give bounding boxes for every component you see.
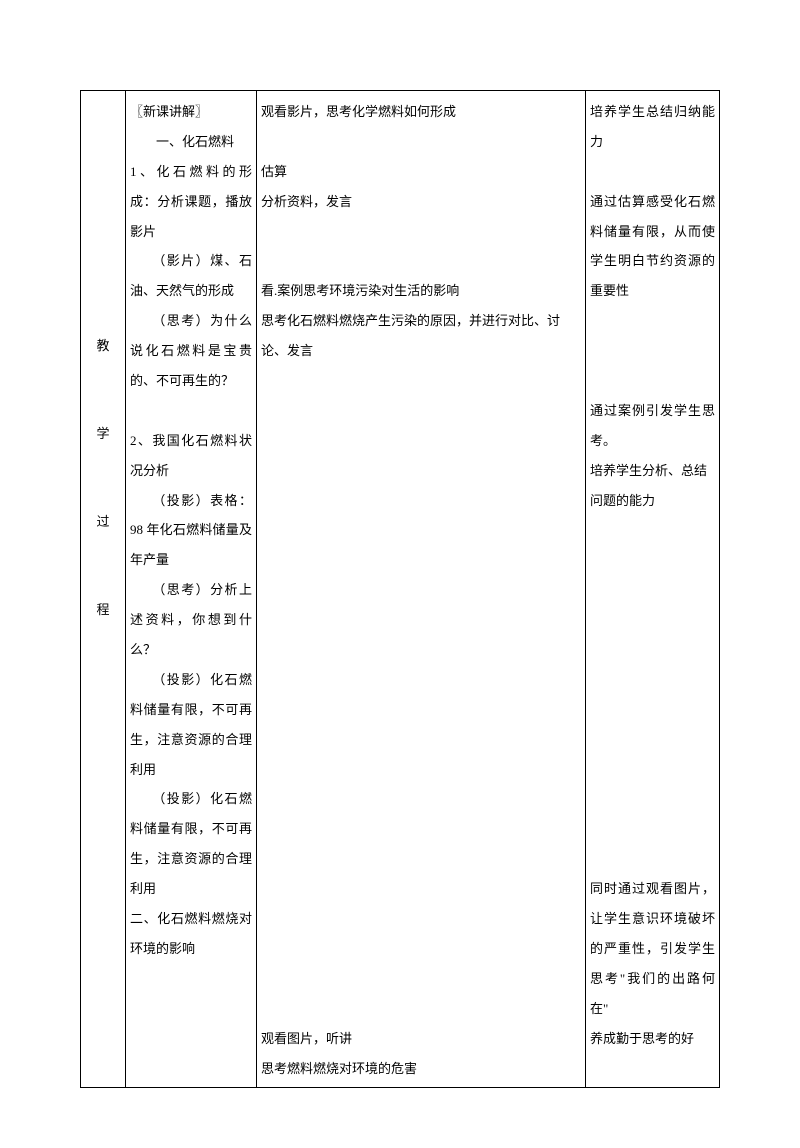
text-line — [590, 515, 715, 545]
text-line — [590, 366, 715, 396]
text-line — [590, 545, 715, 575]
text-line: 培养学生分析、总结 — [590, 456, 715, 486]
text-line — [590, 157, 715, 187]
text-line — [261, 605, 581, 635]
vchar: 教 — [85, 331, 121, 361]
text-line — [261, 964, 581, 994]
vertical-header-cell: 教 学 过 程 — [81, 91, 126, 1088]
text-line: 观看图片，听讲 — [261, 1024, 581, 1054]
text-line: 思考燃料燃烧对环境的危害 — [261, 1054, 581, 1084]
text-line: 通过案例引发学生思考。 — [590, 396, 715, 456]
text-line: 培养学生总结归纳能力 — [590, 97, 715, 157]
text-line: （投影）化石燃料储量有限，不可再生，注意资源的合理利用 — [130, 665, 252, 785]
text-line — [261, 366, 581, 396]
text-line: 养成勤于思考的好 — [590, 1024, 715, 1054]
text-line — [261, 994, 581, 1024]
text-line — [261, 127, 581, 157]
text-line — [261, 635, 581, 665]
text-line — [590, 755, 715, 785]
text-line — [261, 426, 581, 456]
text-line: 通过估算感受化石燃料储量有限，从而使学生明白节约资源的重要性 — [590, 187, 715, 307]
text-line: （思考）分析上述资料，你想到什么？ — [130, 575, 252, 665]
text-line — [261, 486, 581, 516]
text-line — [261, 665, 581, 695]
text-line: 同时通过观看图片，让学生意识环境破坏的严重性，引发学生思考"我们的出路何在" — [590, 874, 715, 1023]
document-page: 教 学 过 程 〖新课讲解〗 一、化石燃料 1、化石燃料的形成：分析课题，播放影… — [0, 0, 800, 1148]
text-line — [590, 605, 715, 635]
text-line: 观看影片，思考化学燃料如何形成 — [261, 97, 581, 127]
text-line — [261, 456, 581, 486]
text-line — [261, 844, 581, 874]
text-line — [261, 246, 581, 276]
text-line — [261, 904, 581, 934]
text-line — [590, 844, 715, 874]
text-line — [261, 695, 581, 725]
text-line — [590, 635, 715, 665]
text-line — [590, 784, 715, 814]
text-line: 二、化石燃料燃烧对环境的影响 — [130, 904, 252, 964]
text-line: 分析资料，发言 — [261, 187, 581, 217]
text-line: 思考化石燃料燃烧产生污染的原因，并进行对比、讨论、发言 — [261, 306, 581, 366]
text-line: 问题的能力 — [590, 486, 715, 516]
text-line: （影片）煤、石油、天然气的形成 — [130, 246, 252, 306]
text-line: 1、化石燃料的形成：分析课题，播放影片 — [130, 157, 252, 247]
text-line: （投影）化石燃料储量有限，不可再生，注意资源的合理利用 — [130, 784, 252, 904]
text-line — [590, 725, 715, 755]
vchar: 程 — [85, 595, 121, 625]
teacher-activity-cell: 〖新课讲解〗 一、化石燃料 1、化石燃料的形成：分析课题，播放影片 （影片）煤、… — [126, 91, 257, 1088]
text-line — [261, 784, 581, 814]
text-line — [590, 695, 715, 725]
text-line — [261, 755, 581, 785]
text-line — [590, 665, 715, 695]
lesson-plan-table: 教 学 过 程 〖新课讲解〗 一、化石燃料 1、化石燃料的形成：分析课题，播放影… — [80, 90, 720, 1088]
vchar: 过 — [85, 507, 121, 537]
text-line — [261, 396, 581, 426]
table-row: 教 学 过 程 〖新课讲解〗 一、化石燃料 1、化石燃料的形成：分析课题，播放影… — [81, 91, 720, 1088]
design-intent-cell: 培养学生总结归纳能力 通过估算感受化石燃料储量有限，从而使学生明白节约资源的重要… — [586, 91, 720, 1088]
text-line: 2、我国化石燃料状况分析 — [130, 426, 252, 486]
text-line: 看.案例思考环境污染对生活的影响 — [261, 276, 581, 306]
text-line — [261, 217, 581, 247]
text-line: 估算 — [261, 157, 581, 187]
text-line — [261, 575, 581, 605]
text-line: 〖新课讲解〗 — [130, 97, 252, 127]
text-line — [261, 814, 581, 844]
text-line — [130, 396, 252, 426]
text-line: （思考）为什么说化石燃料是宝贵的、不可再生的？ — [130, 306, 252, 396]
student-activity-cell: 观看影片，思考化学燃料如何形成 估算 分析资料，发言 看.案例思考环境污染对生活… — [257, 91, 586, 1088]
text-line: 一、化石燃料 — [130, 127, 252, 157]
text-line — [590, 306, 715, 336]
text-line — [590, 336, 715, 366]
text-line — [261, 934, 581, 964]
text-line — [590, 814, 715, 844]
text-line — [261, 874, 581, 904]
text-line: （投影）表格：98 年化石燃料储量及年产量 — [130, 486, 252, 576]
text-line — [261, 545, 581, 575]
text-line — [590, 575, 715, 605]
text-line — [261, 515, 581, 545]
text-line — [261, 725, 581, 755]
vchar: 学 — [85, 419, 121, 449]
